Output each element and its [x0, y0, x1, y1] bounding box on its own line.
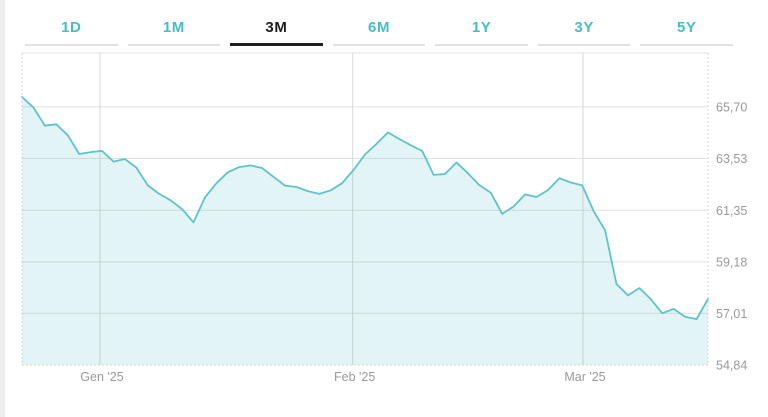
tab-6m[interactable]: 6M	[332, 19, 426, 46]
y-axis-label: 63,53	[716, 152, 747, 166]
tab-3y[interactable]: 3Y	[537, 19, 631, 46]
area-fill	[22, 97, 708, 365]
tab-3m[interactable]: 3M	[230, 20, 323, 46]
y-axis-label: 54,84	[716, 359, 747, 373]
tab-5y-underline	[640, 44, 734, 46]
page-left-gutter	[0, 0, 5, 417]
x-axis-label: Feb '25	[334, 370, 375, 384]
x-axis-label: Gen '25	[80, 370, 123, 384]
tab-3y-underline	[537, 44, 631, 46]
tab-3m-underline	[230, 43, 323, 46]
tab-6m-label: 6M	[368, 19, 391, 36]
x-axis-label: Mar '25	[564, 370, 605, 384]
tab-1y[interactable]: 1Y	[435, 20, 528, 46]
y-axis-label: 57,01	[716, 307, 747, 321]
price-line	[21, 96, 709, 321]
tab-1y-label: 1Y	[471, 19, 492, 36]
tab-1y-underline	[435, 44, 528, 46]
tab-5y-label: 5Y	[676, 19, 697, 36]
tab-3m-label: 3M	[265, 19, 288, 36]
y-axis-label: 61,35	[716, 204, 747, 218]
y-axis-label: 65,70	[716, 100, 747, 114]
tab-1d[interactable]: 1D	[25, 20, 118, 46]
tab-1m[interactable]: 1M	[127, 19, 221, 46]
tab-1m-underline	[127, 44, 221, 46]
tab-5y[interactable]: 5Y	[640, 19, 734, 46]
tab-1d-label: 1D	[61, 19, 82, 36]
y-axis-label: 59,18	[716, 255, 747, 269]
tab-1m-label: 1M	[162, 19, 185, 36]
tab-1d-underline	[25, 44, 118, 46]
tab-3y-label: 3Y	[574, 19, 594, 36]
range-tabs: 1D 1M 3M 6M 1Y 3Y 5Y	[25, 19, 734, 46]
tab-6m-underline	[332, 44, 426, 46]
